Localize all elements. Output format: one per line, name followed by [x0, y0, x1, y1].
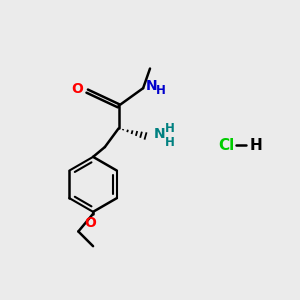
Text: H: H: [165, 136, 175, 148]
Text: H: H: [156, 84, 166, 97]
Text: N: N: [146, 79, 158, 93]
Text: N: N: [154, 127, 166, 141]
Text: H: H: [165, 122, 175, 135]
Text: H: H: [250, 138, 263, 153]
Text: Cl: Cl: [219, 138, 235, 153]
Text: O: O: [71, 82, 83, 96]
Text: O: O: [84, 216, 96, 230]
